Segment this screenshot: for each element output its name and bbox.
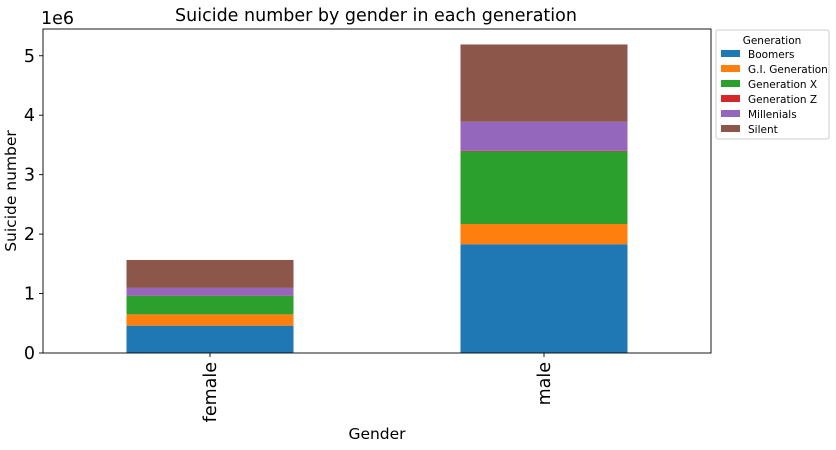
legend-label-millenials: Millenials xyxy=(748,109,797,121)
bar-segment-male-silent xyxy=(460,44,628,122)
x-axis-label: Gender xyxy=(348,425,406,443)
x-tick-label-male: male xyxy=(535,362,555,405)
bar-segment-male-millenials xyxy=(460,121,628,151)
legend-label-generation-x: Generation X xyxy=(748,79,817,91)
legend-label-silent: Silent xyxy=(748,124,778,136)
y-axis-scale-label: 1e6 xyxy=(41,9,74,29)
legend-items: Boomers G.I. Generation Generation X Genera… xyxy=(721,49,828,136)
legend-swatch-silent xyxy=(721,125,740,132)
y-tick-label: 2 xyxy=(24,225,35,245)
y-ticks-group: 0 1 2 3 4 5 xyxy=(24,47,43,364)
chart-title: Suicide number by gender in each generat… xyxy=(175,6,577,26)
y-tick-label: 1 xyxy=(24,285,35,305)
legend-label-g-i-generation: G.I. Generation xyxy=(748,64,828,76)
legend-box xyxy=(715,29,830,140)
legend-swatch-millenials xyxy=(721,110,740,117)
legend-label-boomers: Boomers xyxy=(748,49,795,61)
y-tick-label: 3 xyxy=(24,166,35,186)
bar-segment-male-generation-x xyxy=(460,151,628,224)
bar-segment-male-g-i-generation xyxy=(460,223,628,245)
bar-segment-female-boomers xyxy=(126,325,294,353)
bar-segment-male-boomers xyxy=(460,244,628,353)
legend-swatch-g-i-generation xyxy=(721,65,740,72)
legend-label-generation-z: Generation Z xyxy=(748,94,817,106)
legend-swatch-generation-z xyxy=(721,95,740,102)
plot-frame xyxy=(42,28,712,354)
y-tick-label: 5 xyxy=(24,47,35,67)
legend-title: Generation xyxy=(743,35,802,47)
y-tick-label: 4 xyxy=(24,106,35,126)
x-ticks-group: female male xyxy=(201,353,555,422)
bar-segment-female-silent xyxy=(126,259,294,288)
bar-segment-female-millenials xyxy=(126,287,294,296)
legend: Generation Boomers G.I. Generation Generat… xyxy=(715,29,830,140)
bar-segment-female-generation-x xyxy=(126,295,294,315)
bars-group xyxy=(126,44,628,353)
bar-segment-male-generation-z xyxy=(460,150,628,152)
x-tick-label-female: female xyxy=(201,362,221,422)
legend-swatch-generation-x xyxy=(721,80,740,87)
y-tick-label: 0 xyxy=(24,344,35,364)
bar-segment-female-g-i-generation xyxy=(126,314,294,326)
legend-swatch-boomers xyxy=(721,50,740,57)
y-axis-label: Suicide number xyxy=(2,130,20,252)
